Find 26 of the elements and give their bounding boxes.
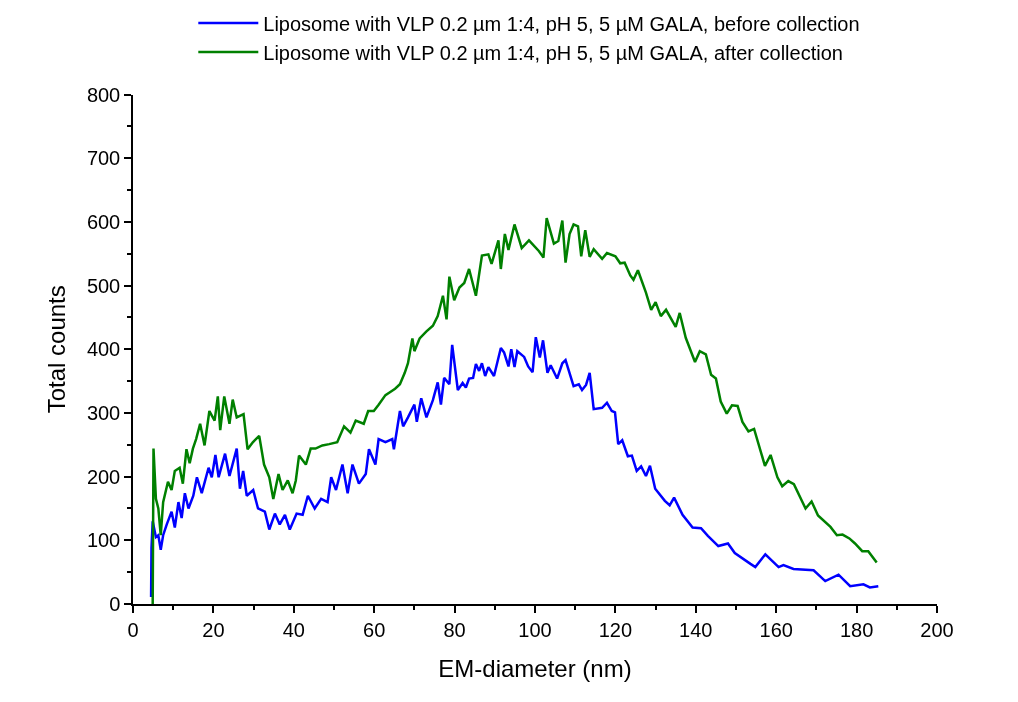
- x-tick-label: 120: [598, 618, 633, 641]
- y-tick-label: 700: [86, 147, 121, 170]
- legend-label: Liposome with VLP 0.2 µm 1:4, pH 5, 5 µM GALA, before collection: [263, 12, 860, 35]
- x-tick-label: 180: [839, 618, 874, 641]
- x-tick-label: 60: [363, 618, 386, 641]
- x-tick-label: 200: [920, 618, 954, 641]
- x-tick-label: 40: [282, 618, 305, 641]
- y-tick-label: 100: [86, 529, 121, 552]
- legend-label: Liposome with VLP 0.2 µm 1:4, pH 5, 5 µM GALA, after collection: [263, 41, 843, 64]
- x-tick-label: 20: [202, 618, 225, 641]
- y-tick-label: 400: [86, 338, 121, 361]
- y-axis-title: Total counts: [43, 285, 71, 414]
- y-tick-label: 800: [86, 83, 121, 106]
- y-tick-label: 0: [109, 593, 121, 615]
- x-tick-label: 100: [518, 618, 552, 641]
- y-tick-label: 500: [86, 274, 121, 297]
- line-series: [151, 216, 878, 604]
- x-tick-label: 160: [759, 618, 793, 641]
- x-axis-title: EM-diameter (nm): [438, 654, 632, 682]
- line-series: [149, 335, 880, 599]
- y-tick-label: 200: [86, 465, 121, 488]
- x-tick-label: 0: [127, 618, 139, 641]
- x-tick-label: 80: [443, 618, 466, 641]
- y-tick-label: 600: [86, 210, 121, 233]
- x-tick-label: 140: [679, 618, 713, 641]
- y-tick-label: 300: [86, 401, 121, 424]
